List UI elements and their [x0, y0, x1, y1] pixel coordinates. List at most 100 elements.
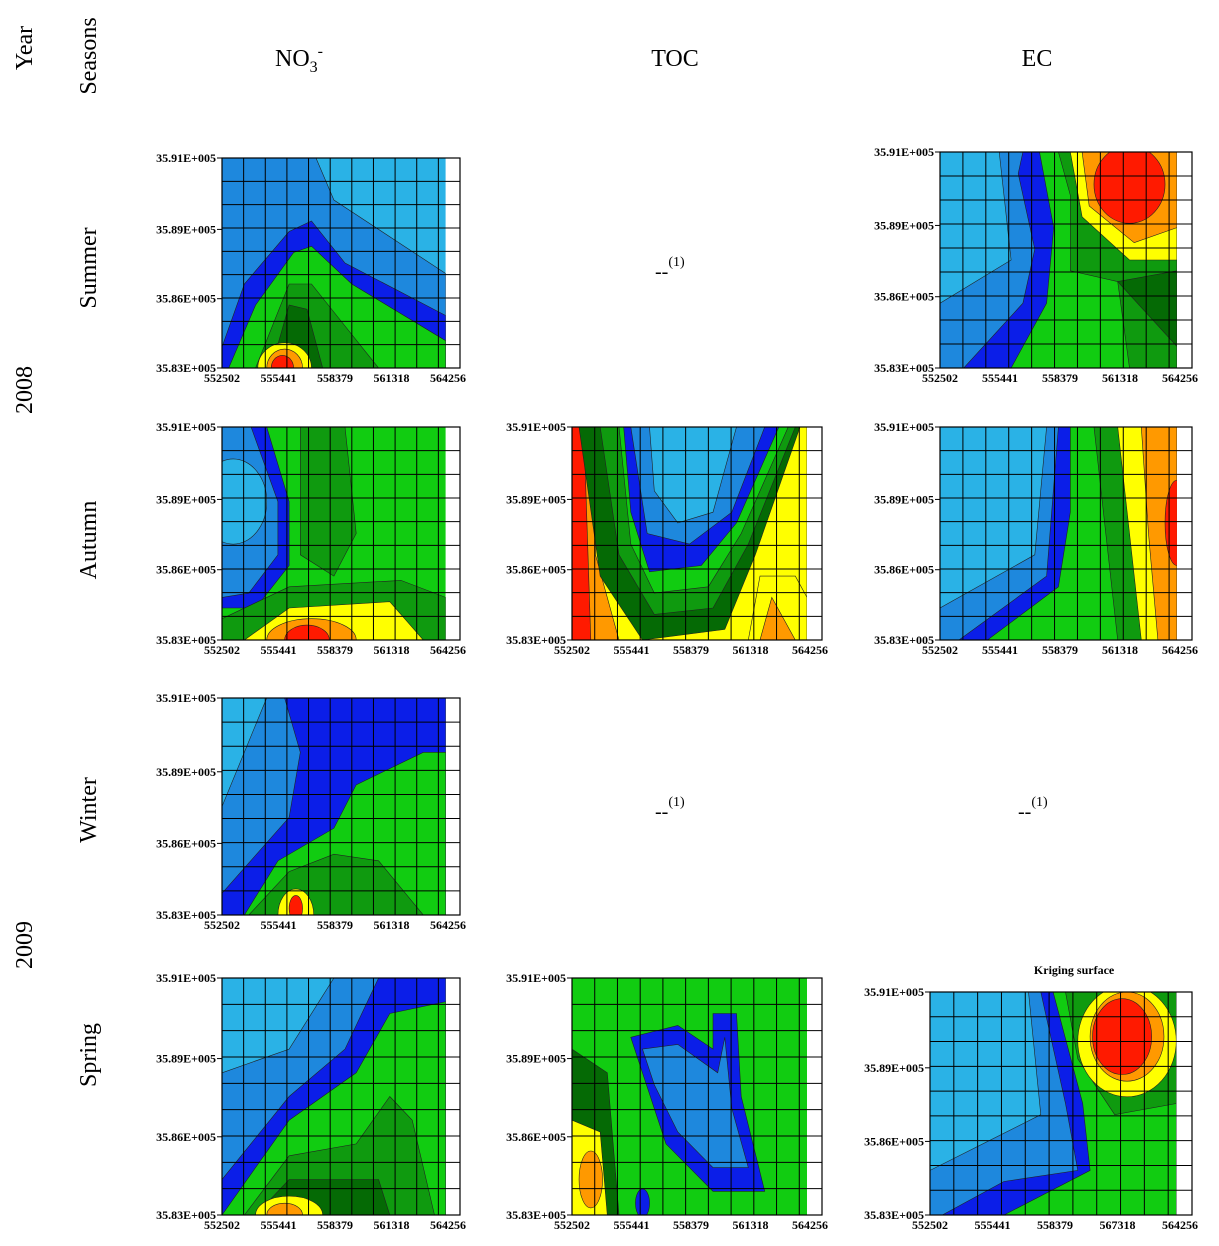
y-tick-label: 35.91E+005	[874, 145, 934, 159]
x-tick-label: 561318	[733, 1218, 769, 1232]
column-header-sub: 3	[310, 59, 318, 76]
missing-note: (1)	[1031, 795, 1048, 810]
contour-map: 35.91E+005 35.89E+005 35.86E+005 35.83E+005…	[874, 145, 1198, 385]
x-tick-label: 555441	[261, 643, 297, 657]
column-header: TOC	[651, 46, 699, 72]
y-tick-label: 35.86E+005	[874, 563, 934, 577]
x-tick-label: 552502	[922, 643, 958, 657]
plot-frame	[571, 426, 823, 641]
y-tick-label: 35.83E+005	[864, 1208, 924, 1222]
plot-frame	[929, 991, 1193, 1216]
x-tick-label: 555441	[261, 918, 297, 932]
x-tick-label: 555441	[614, 1218, 650, 1232]
contour-band	[284, 624, 330, 640]
y-tick-label: 35.91E+005	[156, 420, 216, 434]
plot-frame	[221, 157, 461, 369]
y-tick-label: 35.89E+005	[156, 1052, 216, 1066]
x-tick-label: 564256	[430, 643, 466, 657]
y-tick-label: 35.83E+005	[156, 633, 216, 647]
contour-fill	[930, 992, 1177, 1215]
plot-frame	[939, 426, 1193, 641]
x-tick-label: 552502	[204, 1218, 240, 1232]
contour-band	[1117, 270, 1177, 347]
contour-map: 35.91E+005 35.89E+005 35.86E+005 35.83E+005…	[156, 691, 466, 932]
y-tick-label: 35.91E+005	[506, 420, 566, 434]
y-tick-label: 35.89E+005	[156, 765, 216, 779]
y-tick-label: 35.86E+005	[506, 563, 566, 577]
y-tick-label: 35.83E+005	[156, 908, 216, 922]
x-tick-label: 564256	[1162, 1218, 1198, 1232]
y-tick-label: 35.89E+005	[874, 218, 934, 232]
x-tick-label: 561318	[733, 643, 769, 657]
missing-panel: --(1)	[655, 795, 685, 823]
y-tick-label: 35.91E+005	[506, 971, 566, 985]
y-tick-label: 35.83E+005	[874, 361, 934, 375]
x-tick-label: 561318	[374, 643, 410, 657]
x-tick-label: 552502	[912, 1218, 948, 1232]
missing-mark: --	[1018, 801, 1031, 823]
contour-fill	[940, 152, 1177, 368]
x-tick-label: 555441	[975, 1218, 1011, 1232]
contour-map: 35.91E+005 35.89E+005 35.86E+005 35.83E+005…	[506, 971, 828, 1232]
x-tick-label: 552502	[204, 643, 240, 657]
contour-band	[288, 895, 303, 915]
x-tick-label: 558379	[317, 643, 353, 657]
x-tick-label: 558379	[317, 918, 353, 932]
y-tick-label: 35.91E+005	[864, 985, 924, 999]
x-tick-label: 558379	[317, 371, 353, 385]
missing-panel: --(1)	[1018, 795, 1048, 823]
y-tick-label: 35.91E+005	[874, 420, 934, 434]
missing-panel: --(1)	[655, 255, 685, 283]
contour-band	[299, 427, 357, 577]
x-tick-label: 552502	[922, 371, 958, 385]
contour-fill	[222, 158, 446, 368]
year-header: Year	[12, 26, 38, 70]
y-tick-label: 35.83E+005	[506, 1208, 566, 1222]
x-tick-label: 558379	[1037, 1218, 1073, 1232]
x-tick-label: 555441	[261, 1218, 297, 1232]
missing-mark: --	[655, 801, 668, 823]
x-tick-label: 555441	[261, 371, 297, 385]
x-tick-label: 558379	[1042, 371, 1078, 385]
x-tick-label: 561318	[1102, 371, 1138, 385]
contour-fill	[222, 427, 446, 640]
y-tick-label: 35.83E+005	[156, 1208, 216, 1222]
contour-fill	[572, 427, 807, 640]
contour-band	[266, 1202, 303, 1215]
contour-band	[1093, 152, 1166, 224]
x-tick-label: 558379	[673, 1218, 709, 1232]
plot-frame	[221, 977, 461, 1216]
x-tick-label: 564256	[430, 371, 466, 385]
contour-fill	[222, 698, 446, 915]
plot-frame	[221, 426, 461, 641]
contour-band	[1092, 998, 1152, 1075]
plot-frame	[571, 977, 823, 1216]
x-tick-label: 558379	[673, 643, 709, 657]
x-tick-label: 555441	[982, 643, 1018, 657]
x-tick-label: 561318	[374, 371, 410, 385]
y-tick-label: 35.83E+005	[506, 633, 566, 647]
contour-fill	[222, 978, 446, 1215]
season-label: Winter	[76, 777, 102, 843]
y-tick-label: 35.89E+005	[506, 492, 566, 506]
y-tick-label: 35.83E+005	[874, 633, 934, 647]
y-tick-label: 35.89E+005	[506, 1052, 566, 1066]
x-tick-label: 552502	[554, 1218, 590, 1232]
column-header-sup: -	[318, 43, 323, 60]
x-tick-label: 561318	[1102, 643, 1138, 657]
contour-map: 35.91E+005 35.89E+005 35.86E+005 35.83E+005…	[156, 151, 466, 385]
contour-band	[222, 458, 268, 545]
x-tick-label: 555441	[614, 643, 650, 657]
contour-map: 35.91E+005 35.89E+005 35.86E+005 35.83E+005…	[864, 963, 1198, 1232]
contour-band	[642, 1037, 749, 1168]
contour-band	[578, 1150, 603, 1209]
year-label: 2009	[12, 921, 38, 969]
x-tick-label: 564256	[792, 1218, 828, 1232]
season-label: Autumn	[76, 501, 102, 580]
x-tick-label: 564256	[430, 918, 466, 932]
y-tick-label: 35.89E+005	[864, 1061, 924, 1075]
missing-note: (1)	[668, 255, 685, 270]
y-tick-label: 35.91E+005	[156, 151, 216, 165]
